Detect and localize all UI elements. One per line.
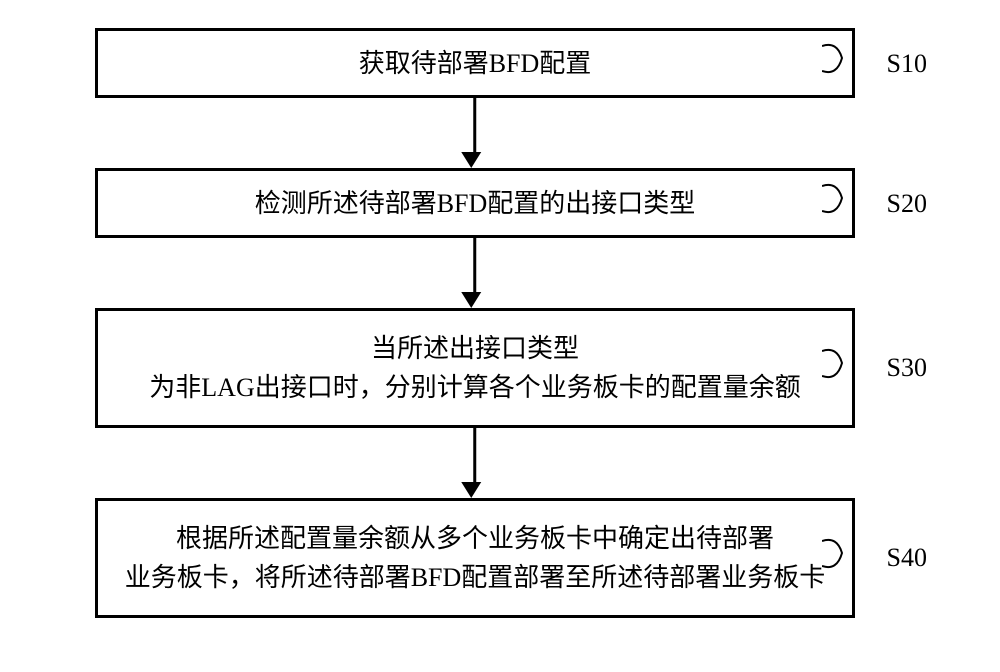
arrow-s30-s40 <box>469 428 481 498</box>
step-label-s40: S40 <box>887 543 927 573</box>
arrow-line <box>474 428 477 482</box>
step-text-s40: 根据所述配置量余额从多个业务板卡中确定出待部署 业务板卡，将所述待部署BFD配置… <box>125 519 826 597</box>
step-box-s40: 根据所述配置量余额从多个业务板卡中确定出待部署 业务板卡，将所述待部署BFD配置… <box>95 498 855 618</box>
arrow-line <box>474 98 477 152</box>
arrow-head <box>461 482 481 498</box>
step-box-s10: 获取待部署BFD配置 S10 <box>95 28 855 98</box>
step-text-s20: 检测所述待部署BFD配置的出接口类型 <box>255 184 696 223</box>
label-connector-s30 <box>822 346 852 381</box>
step-text-s30-line2: 为非LAG出接口时，分别计算各个业务板卡的配置量余额 <box>149 373 800 402</box>
step-text-s30-line1: 当所述出接口类型 <box>371 334 579 363</box>
arrow-s20-s30 <box>469 238 481 308</box>
label-connector-s10 <box>822 41 852 76</box>
step-label-s30: S30 <box>887 353 927 383</box>
step-text-s40-line1: 根据所述配置量余额从多个业务板卡中确定出待部署 <box>176 524 774 553</box>
step-text-s40-line2: 业务板卡，将所述待部署BFD配置部署至所述待部署业务板卡 <box>125 563 826 592</box>
step-box-s30: 当所述出接口类型 为非LAG出接口时，分别计算各个业务板卡的配置量余额 S30 <box>95 308 855 428</box>
label-connector-s20 <box>822 181 852 216</box>
step-text-s10: 获取待部署BFD配置 <box>359 44 592 83</box>
arrow-line <box>474 238 477 292</box>
step-label-s20: S20 <box>887 189 927 219</box>
arrow-head <box>461 152 481 168</box>
arrow-head <box>461 292 481 308</box>
step-label-s10: S10 <box>887 49 927 79</box>
flowchart-container: 获取待部署BFD配置 S10 检测所述待部署BFD配置的出接口类型 S20 当所… <box>0 0 1000 672</box>
step-text-s30: 当所述出接口类型 为非LAG出接口时，分别计算各个业务板卡的配置量余额 <box>149 329 800 407</box>
arrow-s10-s20 <box>469 98 481 168</box>
step-box-s20: 检测所述待部署BFD配置的出接口类型 S20 <box>95 168 855 238</box>
label-connector-s40 <box>822 536 852 571</box>
